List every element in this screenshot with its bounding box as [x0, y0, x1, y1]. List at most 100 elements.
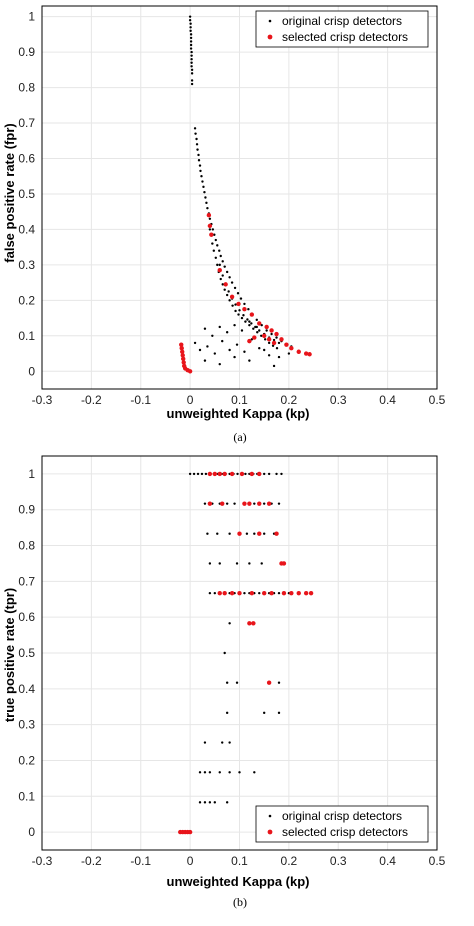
panel-b-x-tick-8: 0.5: [429, 854, 446, 868]
panel-a-original-point-12: [190, 57, 193, 61]
panel-b-original-point-12: [236, 472, 239, 476]
panel-a-x-tick-5: 0.2: [281, 393, 298, 407]
panel-a-original-point-80: [256, 331, 259, 334]
panel-a-original-point-0: [188, 15, 192, 18]
panel-a-original-point-122: [277, 355, 281, 359]
panel-a-selected-point-2: [180, 349, 185, 354]
panel-b-original-point-60: [277, 591, 281, 595]
panel-a-selected-point-31: [271, 340, 277, 346]
panel-b-legend: original crisp detectors selected crisp …: [255, 805, 429, 843]
panel-a-original-point-55: [255, 318, 258, 322]
panel-b-x-tick-4: 0.1: [231, 854, 248, 868]
panel-a-selected-point-4: [181, 356, 186, 362]
panel-b-original-point-38: [262, 532, 266, 535]
panel-b-original-point-33: [216, 532, 219, 535]
panel-a-original-point-70: [223, 288, 226, 291]
panel-a-y-tick-2: 0.2: [18, 293, 35, 307]
panel-b-selected-point-14: [237, 531, 242, 536]
panel-a-original-point-112: [198, 348, 202, 352]
panel-b-selected-point-26: [281, 590, 287, 596]
panel-a-original-point-38: [211, 228, 215, 231]
panel-a-y-tick-7: 0.7: [18, 116, 35, 130]
panel-a-original-point-83: [267, 341, 271, 345]
panel-a-original-point-123: [203, 359, 207, 362]
panel-b-original-point-53: [243, 591, 246, 595]
panel-b-selected-point-19: [217, 590, 222, 596]
panel-b-y-tick-labels: 0 0.1 0.2 0.3 0.4 0.5 0.6 0.7 0.8 0.9 1: [18, 467, 35, 839]
panel-a-plot-frame: [41, 5, 438, 390]
panel-a-selected-point-24: [284, 342, 289, 347]
panel-a-original-point-64: [212, 249, 216, 252]
panel-a-x-tick-2: -0.1: [130, 393, 151, 407]
panel-a-original-point-100: [272, 338, 276, 342]
panel-b-selected-point-23: [249, 590, 255, 596]
panel-a-original-point-89: [227, 290, 230, 293]
panel-b-selected-point-5: [239, 471, 245, 477]
panel-a: -0.3 -0.2 -0.1 0 0.1 0.2 0.3 0.4 0.5 00.10.20.30…: [2, 5, 446, 444]
panel-a-y-tick-3: 0.3: [18, 258, 35, 272]
panel-a-original-point-4: [189, 29, 192, 33]
panel-b-selected-point-29: [303, 590, 309, 596]
panel-b-x-tick-0: -0.3: [32, 854, 53, 868]
panel-a-selected-point-5: [181, 360, 186, 365]
panel-a-original-point-48: [230, 281, 234, 284]
panel-a-legend-marker-original: [268, 19, 272, 23]
panel-a-selected-point-20: [264, 324, 269, 330]
panel-b-original-point-74: [228, 741, 231, 744]
panel-b-selected-point-25: [269, 590, 274, 596]
panel-b-original-point-46: [208, 591, 212, 595]
panel-a-y-tick-0: 0: [28, 364, 35, 378]
panel-b-selected-point-16: [274, 531, 279, 536]
panel-a-selected-point-21: [269, 328, 274, 333]
panel-a-selected-point-1: [179, 346, 184, 351]
panel-b-original-point-56: [258, 591, 261, 595]
panel-b-original-point-73: [221, 741, 224, 744]
panel-a-original-point-6: [189, 36, 193, 40]
panel-a-legend-box: [255, 10, 429, 48]
panel-a-legend-label-selected: selected crisp detectors: [282, 30, 408, 44]
panel-a-original-point-72: [228, 299, 231, 302]
panel-a-original-point-42: [218, 249, 221, 252]
panel-a-original-point-91: [234, 303, 237, 306]
panel-a-original-point-105: [225, 331, 229, 334]
panel-b-legend-label-selected: selected crisp detectors: [282, 825, 408, 839]
panel-b-original-point-47: [213, 591, 217, 595]
panel-b-legend-label-original: original crisp detectors: [282, 809, 402, 823]
panel-b-original-point-40: [208, 562, 212, 565]
panel-b-y-tick-4: 0.4: [18, 682, 35, 696]
panel-b-original-point-28: [253, 502, 256, 505]
panel-a-y-tick-6: 0.6: [18, 151, 35, 165]
panel-a-original-point-32: [204, 196, 207, 199]
panel-b-original-point-77: [208, 771, 212, 774]
panel-b-y-tick-10: 1: [28, 467, 35, 481]
panel-a-selected-point-3: [180, 353, 185, 358]
panel-a-original-point-17: [190, 79, 194, 82]
panel-b-selected-point-30: [308, 590, 314, 596]
panel-a-x-tick-1: -0.2: [81, 393, 102, 407]
panel-b-original-point-41: [218, 562, 221, 565]
panel-a-x-tick-7: 0.4: [379, 393, 396, 407]
panel-b-selected-point-11: [247, 501, 252, 506]
panel-b-original-point-43: [248, 562, 251, 565]
panel-b-selected-point-31: [247, 621, 252, 626]
panel-b-original-point-80: [238, 771, 241, 774]
panel-a-original-point-63: [211, 242, 214, 245]
panel-b-original-point-21: [280, 472, 283, 476]
panel-a-original-point-126: [248, 359, 251, 362]
panel-a-selected-point-26: [296, 349, 301, 354]
panel-a-original-point-21: [195, 137, 198, 141]
panel-a-original-point-3: [189, 26, 192, 29]
panel-a-original-point-93: [242, 314, 245, 317]
panel-b-selected-point-22: [237, 590, 242, 596]
panel-a-original-point-10: [190, 50, 193, 54]
panel-b-y-tick-1: 0.1: [18, 789, 35, 803]
panel-b-selected-point-15: [257, 531, 262, 536]
panel-a-original-point-19: [193, 127, 197, 130]
panel-b-series-selected: [178, 471, 314, 835]
panel-a-original-point-56: [260, 323, 263, 327]
panel-a-original-point-2: [189, 22, 192, 25]
panel-a-original-point-76: [240, 316, 244, 320]
panel-a-original-point-117: [235, 343, 239, 346]
panel-a-selected-point-9: [187, 369, 193, 374]
panel-a-y-axis-label: false positive rate (fpr): [2, 123, 17, 262]
